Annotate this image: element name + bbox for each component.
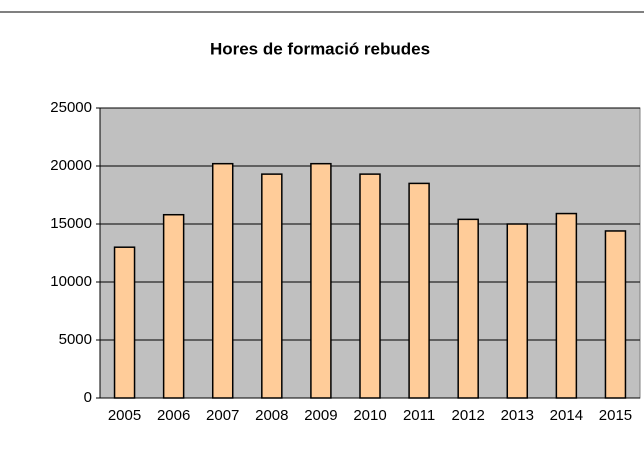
bar [310, 162, 332, 399]
bar [457, 218, 479, 399]
bar [359, 173, 381, 399]
y-tick-label: 0 [84, 389, 92, 406]
x-tick-label: 2007 [206, 407, 239, 424]
x-tick-label: 2014 [550, 407, 583, 424]
bar [211, 162, 234, 399]
y-tick-label: 5000 [59, 331, 92, 348]
x-tick-label: 2015 [599, 407, 632, 424]
bar [261, 173, 283, 399]
x-tick-label: 2006 [157, 407, 190, 424]
y-tick-label: 10000 [50, 273, 92, 290]
y-tick-label: 15000 [50, 215, 92, 232]
x-tick-label: 2008 [255, 407, 288, 424]
bar [408, 182, 430, 399]
x-tick-label: 2011 [403, 407, 435, 424]
x-tick-label: 2005 [108, 407, 141, 424]
x-tick-label: 2009 [304, 407, 337, 424]
bar [113, 246, 136, 399]
x-tick-label: 2012 [451, 407, 484, 424]
bar [162, 213, 185, 399]
bar [604, 230, 627, 399]
x-tick-label: 2013 [501, 407, 534, 424]
bar [555, 212, 578, 399]
chart-title: Hores de formació rebudes [210, 39, 430, 58]
y-tick-label: 25000 [50, 99, 92, 116]
bar [506, 223, 529, 399]
x-tick-label: 2010 [353, 407, 386, 424]
y-tick-label: 20000 [50, 157, 92, 174]
